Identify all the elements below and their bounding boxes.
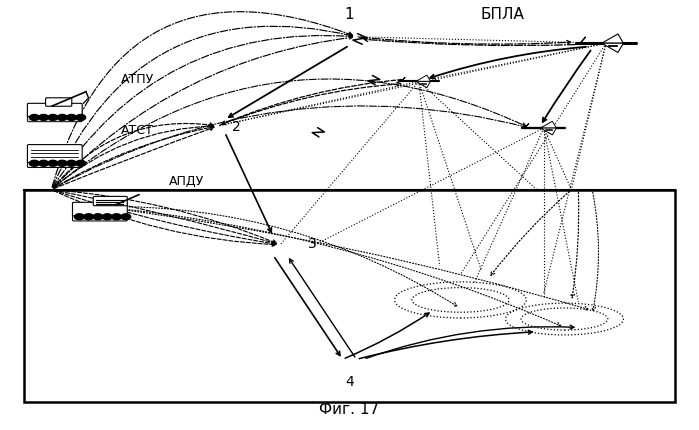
Polygon shape — [580, 37, 586, 43]
Circle shape — [57, 160, 67, 166]
Circle shape — [112, 214, 122, 220]
Text: АПДУ: АПДУ — [169, 175, 204, 187]
Circle shape — [76, 160, 86, 166]
FancyBboxPatch shape — [24, 190, 675, 402]
FancyBboxPatch shape — [45, 98, 72, 106]
Polygon shape — [540, 128, 556, 135]
Circle shape — [38, 160, 48, 166]
Polygon shape — [602, 43, 624, 52]
Circle shape — [29, 160, 39, 166]
Polygon shape — [602, 34, 624, 43]
FancyBboxPatch shape — [93, 197, 127, 206]
FancyBboxPatch shape — [27, 158, 82, 168]
Circle shape — [38, 114, 48, 120]
Text: Фиг. 17: Фиг. 17 — [319, 402, 380, 417]
Text: 2: 2 — [231, 120, 240, 135]
Circle shape — [76, 114, 86, 120]
FancyBboxPatch shape — [73, 203, 127, 216]
FancyBboxPatch shape — [27, 144, 82, 163]
Circle shape — [48, 114, 58, 120]
Circle shape — [84, 214, 94, 220]
Circle shape — [75, 214, 85, 220]
FancyBboxPatch shape — [27, 112, 82, 122]
Circle shape — [66, 160, 76, 166]
Text: 1: 1 — [345, 7, 354, 22]
Circle shape — [93, 214, 103, 220]
Polygon shape — [401, 77, 405, 81]
Circle shape — [121, 214, 131, 220]
Text: АТСТ: АТСТ — [121, 124, 153, 137]
FancyBboxPatch shape — [73, 212, 127, 221]
Circle shape — [48, 160, 58, 166]
Polygon shape — [416, 75, 431, 81]
Polygon shape — [540, 121, 556, 128]
FancyBboxPatch shape — [27, 103, 82, 117]
Text: АТПУ: АТПУ — [121, 73, 154, 86]
Circle shape — [57, 114, 67, 120]
Circle shape — [29, 114, 39, 120]
Text: БПЛА: БПЛА — [480, 7, 524, 22]
Circle shape — [66, 114, 76, 120]
Polygon shape — [416, 81, 431, 88]
Text: 4: 4 — [345, 375, 354, 389]
Text: 3: 3 — [308, 237, 317, 251]
Polygon shape — [525, 124, 528, 128]
Circle shape — [103, 214, 112, 220]
